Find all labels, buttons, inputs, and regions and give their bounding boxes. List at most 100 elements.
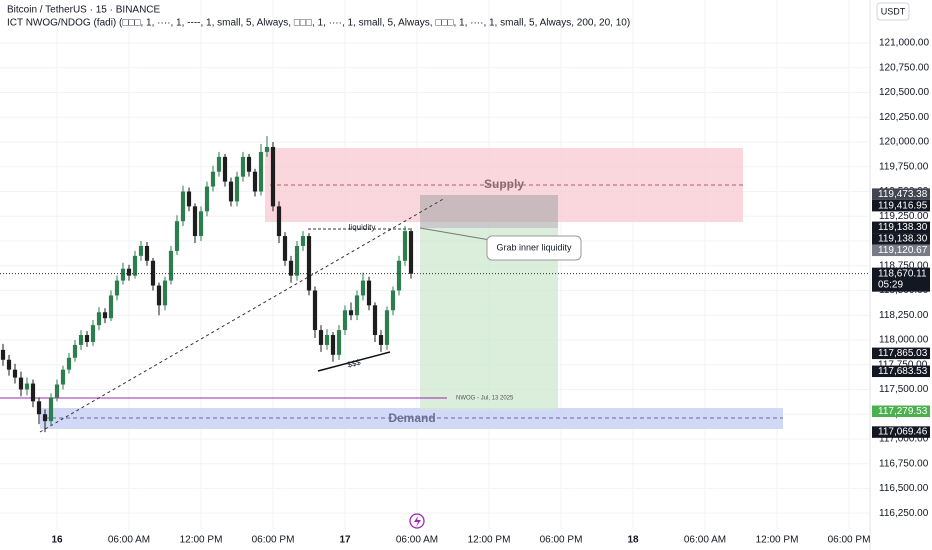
candle-body xyxy=(264,146,270,152)
candle-body xyxy=(276,206,282,237)
price-label: 117,750.00 xyxy=(878,359,928,370)
candle-body xyxy=(84,335,90,342)
x-tick-label: 06:00 PM xyxy=(828,535,871,546)
candle-body xyxy=(108,295,114,319)
candle-body xyxy=(318,330,324,345)
candle-body xyxy=(198,211,204,237)
candle-body xyxy=(402,231,408,261)
candle-body xyxy=(90,325,96,342)
sss-line xyxy=(317,351,391,372)
supply-label: Supply xyxy=(484,177,524,191)
price-label-bg xyxy=(872,358,930,371)
chart-subtitle: ICT NWOG/NDOG (fadi) (□□□, 1, ····, 1, -… xyxy=(7,18,630,29)
candle-body xyxy=(54,384,60,398)
candle-body xyxy=(294,245,300,276)
callout-label: Grab inner liquidity xyxy=(496,242,572,252)
price-label-bg xyxy=(872,244,930,257)
nwog-label: NWOG - Jul, 13 2025 xyxy=(456,396,514,402)
replay-icon[interactable] xyxy=(409,513,425,529)
candle-body xyxy=(366,280,372,306)
candle-body xyxy=(48,397,54,422)
candle-body xyxy=(354,295,360,316)
price-label-bg xyxy=(872,365,930,378)
last-price-bg xyxy=(872,267,930,292)
price-label: 117,865.03 xyxy=(878,348,928,359)
candle-body xyxy=(30,383,36,402)
candle-body xyxy=(18,377,24,390)
price-label: 117,683.53 xyxy=(878,366,928,377)
candle-body xyxy=(12,369,18,378)
y-tick-label: 119,750.00 xyxy=(879,161,929,172)
candle-body xyxy=(120,268,126,281)
price-label-bg xyxy=(872,405,930,418)
candle-body xyxy=(270,146,276,207)
candle-body xyxy=(126,268,132,276)
candle-body xyxy=(228,181,234,202)
candle-body xyxy=(300,236,306,246)
candle-body xyxy=(372,305,378,336)
y-tick-label: 118,750.00 xyxy=(879,260,929,271)
price-label-bg xyxy=(872,233,930,245)
candle-body xyxy=(324,335,330,345)
candle-body xyxy=(78,335,84,345)
candle-body xyxy=(66,357,72,370)
y-tick-label: 117,500.00 xyxy=(879,384,929,395)
x-tick-label: 06:00 PM xyxy=(540,535,583,546)
candle-body xyxy=(222,156,228,182)
candle-body xyxy=(312,290,318,331)
candle-body xyxy=(192,206,198,237)
candles xyxy=(0,136,414,433)
price-label: 119,416.95 xyxy=(878,200,928,211)
candle-body xyxy=(342,310,348,331)
price-label-bg xyxy=(872,199,930,212)
liquidity-label: liquidity xyxy=(349,223,376,232)
candle-body xyxy=(378,335,384,345)
x-tick-label: 06:00 AM xyxy=(396,535,438,546)
candle-body xyxy=(42,414,48,422)
price-label-bg xyxy=(872,426,930,438)
replay-bolt[interactable] xyxy=(414,516,421,527)
y-tick-label: 120,500.00 xyxy=(879,87,929,98)
candle-body xyxy=(0,349,6,360)
callout-pointer xyxy=(419,227,491,241)
x-tick-label: 12:00 PM xyxy=(756,535,799,546)
x-tick-label: 06:00 PM xyxy=(252,535,295,546)
currency[interactable]: USDT xyxy=(881,6,906,16)
callout-box xyxy=(486,235,582,261)
x-tick-label: 12:00 PM xyxy=(180,535,223,546)
candle-body xyxy=(144,245,150,261)
candle-body xyxy=(60,369,66,385)
x-tick-label: 06:00 AM xyxy=(108,535,150,546)
last-price-label: 118,670.11 xyxy=(878,268,927,279)
price-label-bg xyxy=(872,188,930,200)
candle-body xyxy=(186,191,192,207)
candle-body xyxy=(6,359,12,370)
candle-body xyxy=(174,221,180,251)
currency-button[interactable] xyxy=(876,2,910,21)
candle-body xyxy=(360,280,366,296)
candle-body xyxy=(204,186,210,212)
candle-body xyxy=(306,236,312,291)
price-label: 119,138.30 xyxy=(878,222,928,233)
candle-body xyxy=(156,285,162,306)
price-label: 117,279.53 xyxy=(878,406,928,417)
candle-body xyxy=(168,250,174,281)
price-label: 119,473.38 xyxy=(878,189,928,200)
y-tick-label: 117,000.00 xyxy=(879,434,929,445)
candle-body xyxy=(132,255,138,276)
candle-body xyxy=(216,156,222,172)
y-tick-label: 120,750.00 xyxy=(879,62,929,73)
stop-zone xyxy=(420,195,558,228)
candle-body xyxy=(96,312,102,326)
y-tick-label: 121,000.00 xyxy=(879,38,929,49)
candle-body xyxy=(246,156,252,172)
candle-body xyxy=(384,310,390,345)
candle-body xyxy=(288,260,294,276)
price-label: 119,120.67 xyxy=(878,245,928,256)
candle-body xyxy=(234,176,240,202)
demand-label: Demand xyxy=(388,411,435,425)
y-tick-label: 116,750.00 xyxy=(879,458,929,469)
x-tick-label: 06:00 AM xyxy=(684,535,726,546)
candle-body xyxy=(330,335,336,355)
